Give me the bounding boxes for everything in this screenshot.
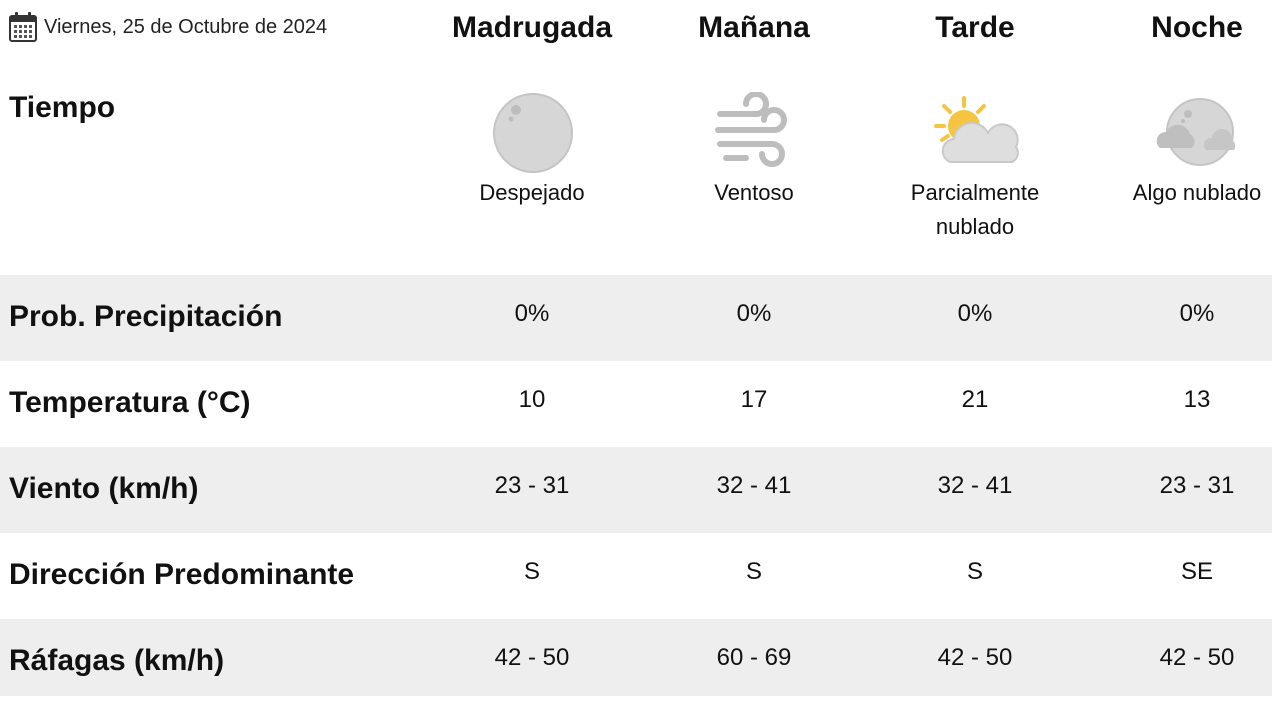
cell-value: S [745,558,762,585]
row-label: Temperatura (°C) [9,386,251,419]
condition-manana: Ventoso [714,180,794,205]
cell-value: 0% [957,300,993,327]
cell-value: S [523,558,540,585]
cell-value: 60 - 69 [716,644,792,671]
row-label: Ráfagas (km/h) [9,644,225,677]
condition-noche: Algo nublado [1132,180,1262,205]
cell-value: 23 - 31 [1159,472,1235,499]
date-header: Viernes, 25 de Octubre de 2024 [8,10,327,44]
cell-value: S [966,558,983,585]
row-direction: Dirección Predominante S S S SE [0,533,1272,619]
cell-value: 17 [740,386,768,413]
condition-tarde: Parcialmente nublado [910,180,1040,239]
cell-value: 0% [514,300,550,327]
period-header-noche: Noche [1151,11,1243,44]
row-label: Dirección Predominante [9,558,355,591]
cell-value: 0% [736,300,772,327]
date-text: Viernes, 25 de Octubre de 2024 [44,15,328,38]
cell-value: 13 [1183,386,1211,413]
cell-value: 10 [518,386,546,413]
cell-value: SE [1180,558,1213,585]
period-header-manana: Mañana [698,11,810,44]
cell-value: 42 - 50 [937,644,1013,671]
cell-value: 23 - 31 [494,472,570,499]
cell-value: 32 - 41 [716,472,792,499]
row-wind: Viento (km/h) 23 - 31 32 - 41 32 - 41 23… [0,447,1272,533]
partly-cloudy-day-icon [932,94,1022,175]
row-precipitation: Prob. Precipitación 0% 0% 0% 0% [0,275,1272,361]
clear-night-icon [490,90,576,181]
cell-value: 21 [961,386,989,413]
wind-icon [712,91,798,179]
cell-value: 42 - 50 [1159,644,1235,671]
row-label: Prob. Precipitación [9,300,283,333]
row-gusts: Ráfagas (km/h) 42 - 50 60 - 69 42 - 50 4… [0,619,1272,696]
weather-label: Tiempo [9,91,116,124]
row-temperature: Temperatura (°C) 10 17 21 13 [0,361,1272,447]
partly-cloudy-night-icon [1154,92,1242,177]
cell-value: 32 - 41 [937,472,1013,499]
cell-value: 0% [1179,300,1215,327]
period-header-tarde: Tarde [935,11,1015,44]
condition-madrugada: Despejado [479,180,585,205]
row-label: Viento (km/h) [9,472,199,505]
period-header-madrugada: Madrugada [451,11,613,44]
calendar-icon [8,11,38,43]
cell-value: 42 - 50 [494,644,570,671]
